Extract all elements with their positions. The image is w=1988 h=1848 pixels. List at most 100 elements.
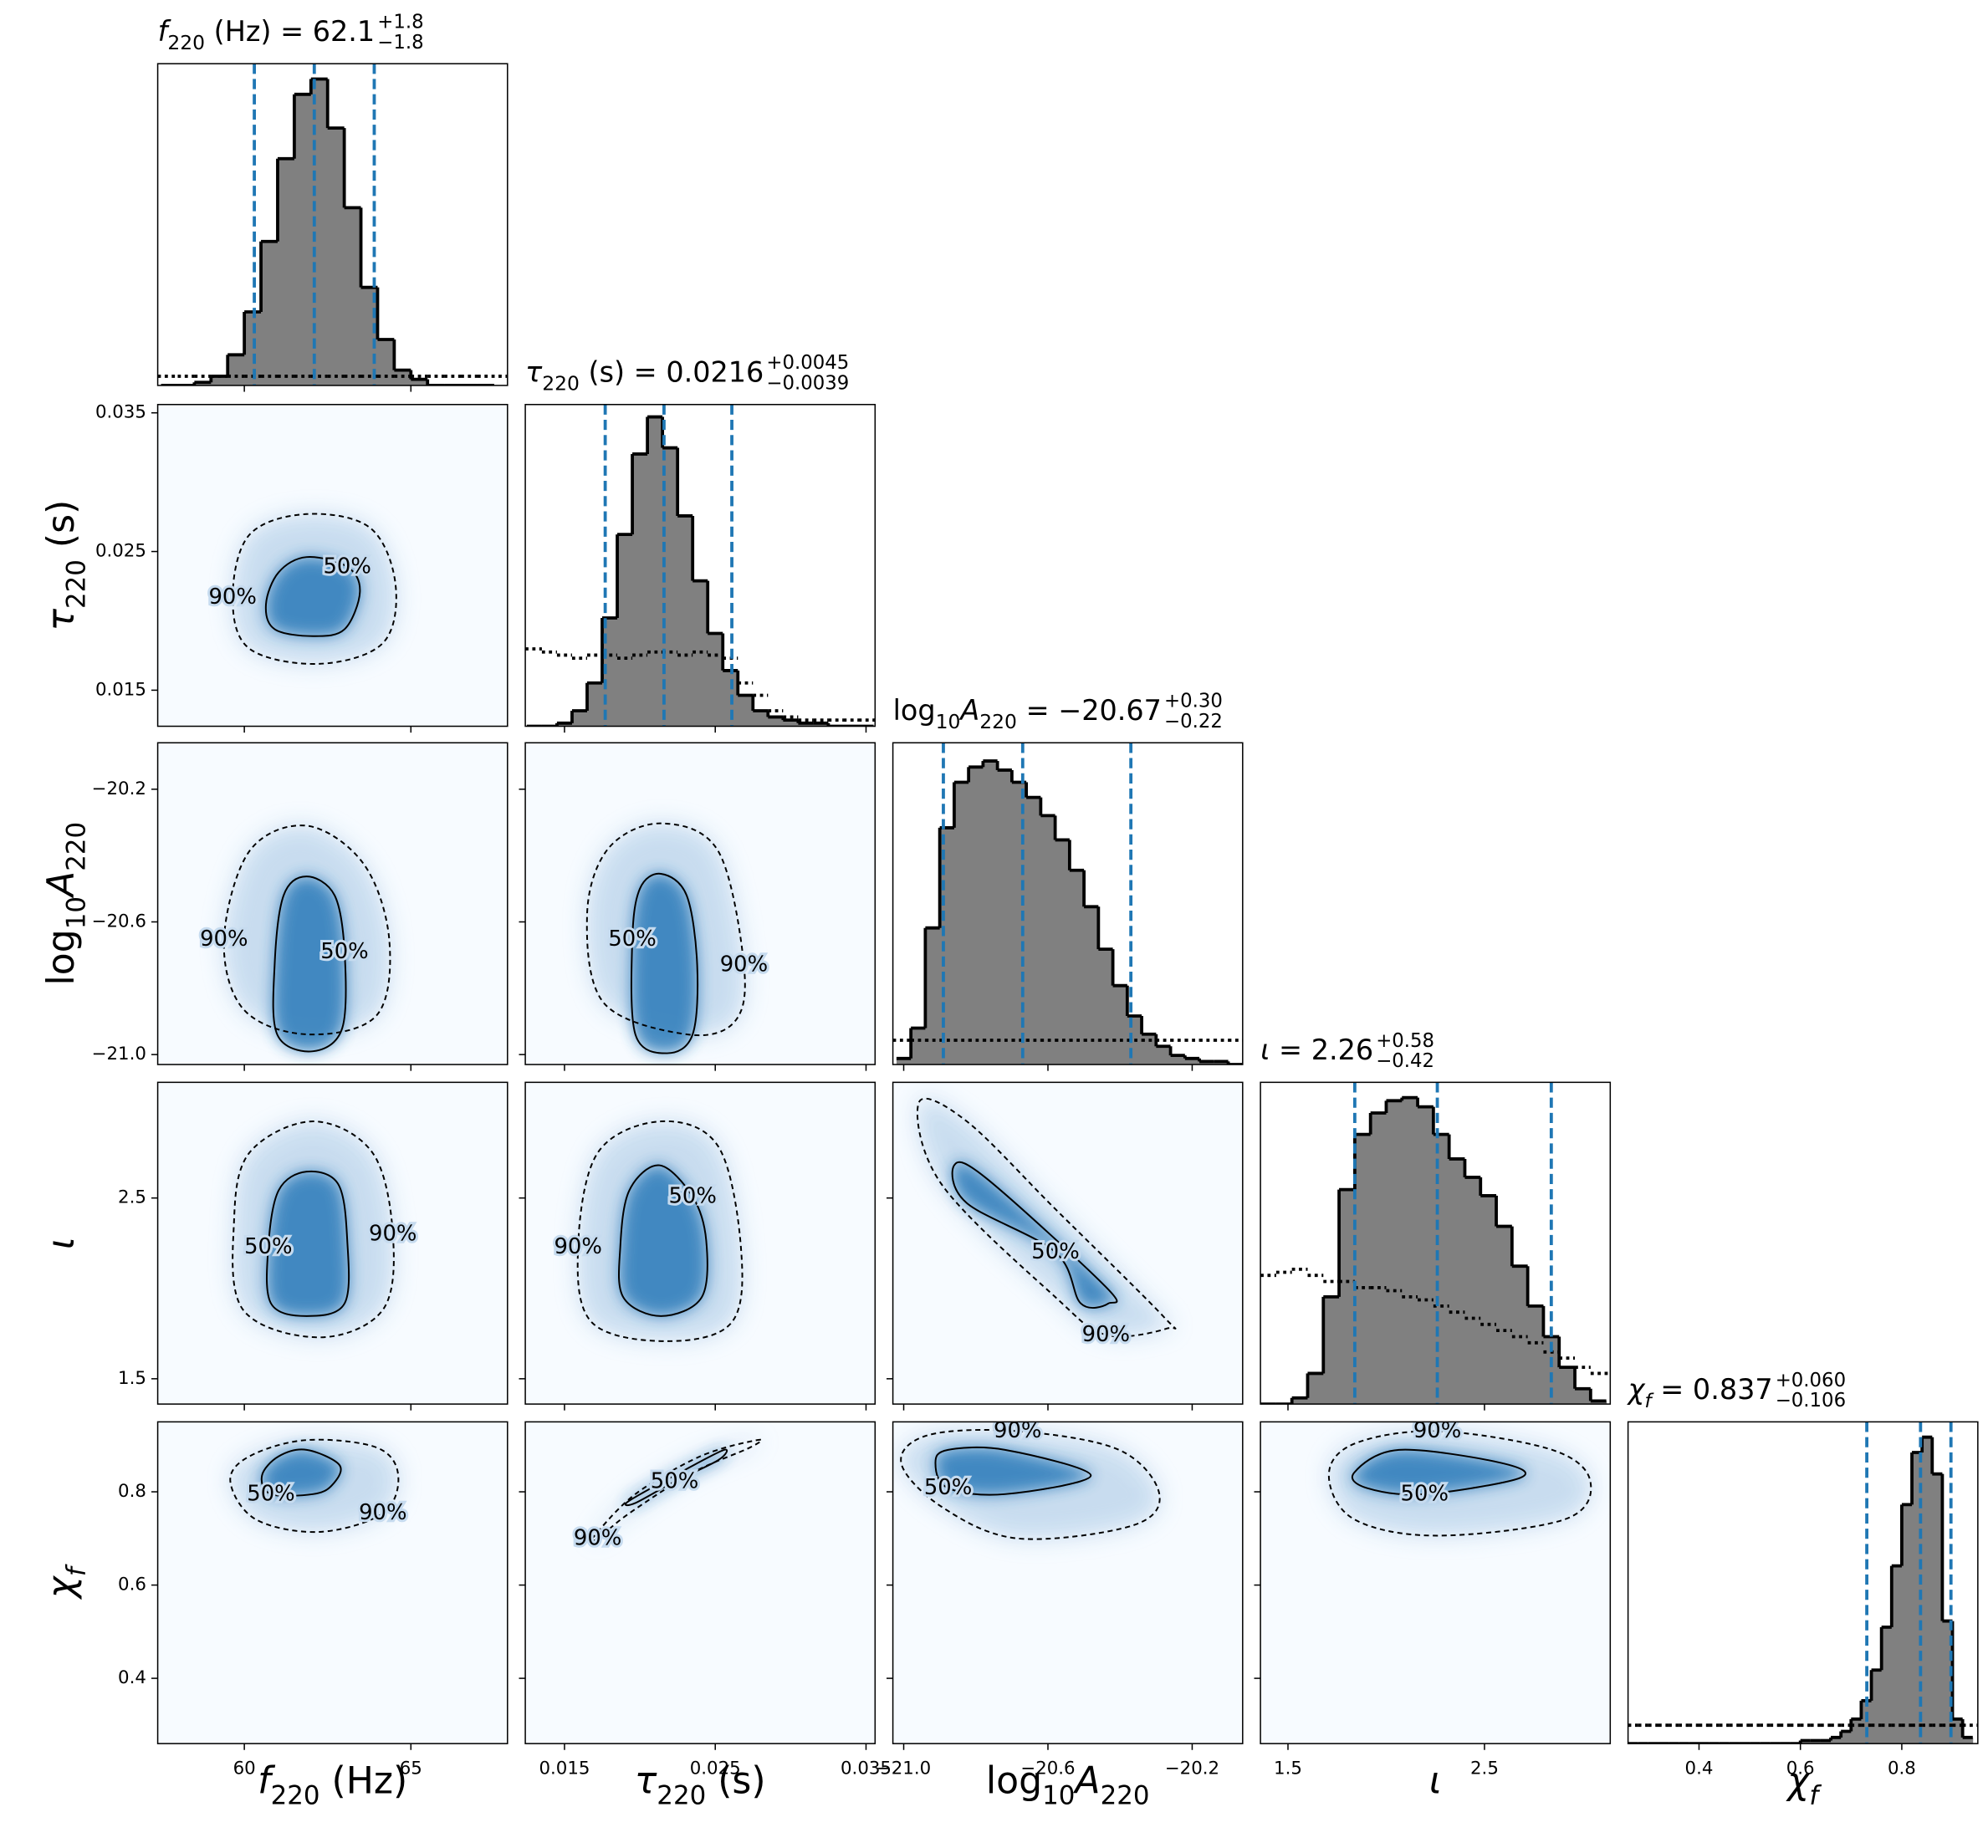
hist-bar (1084, 906, 1099, 1065)
hist-bar (586, 682, 603, 727)
contour (934, 1446, 1092, 1496)
label-part: 220 (979, 710, 1017, 733)
contour (1351, 1448, 1526, 1496)
title-upper-error: +0.30 (1164, 691, 1223, 712)
x-tick-label: 2.5 (1470, 1759, 1499, 1779)
histogram-panel (525, 404, 876, 727)
panel-frame (1260, 1421, 1612, 1744)
panel-frame (524, 1081, 876, 1405)
density-panel: 90% 50% (525, 743, 876, 1065)
contour (951, 1161, 1118, 1309)
hist-bar (662, 447, 678, 727)
x-tick-label: −21.0 (876, 1759, 931, 1779)
hist-bar (1354, 1134, 1372, 1405)
contour (272, 876, 347, 1053)
panel-frame (524, 742, 876, 1065)
hist-bar (1156, 1046, 1172, 1065)
contour-label: 90% (1413, 1418, 1461, 1443)
title-upper-error: +1.8 (377, 12, 423, 33)
density-fill (1352, 1449, 1526, 1495)
x-axis-label: τ220 (s) (635, 1759, 766, 1810)
label-part: χ (1627, 1373, 1646, 1406)
title-upper-error: +0.060 (1776, 1370, 1846, 1391)
x-tick-label: 0.6 (1786, 1759, 1815, 1779)
label-part: 220 (657, 1781, 706, 1811)
hist-bar (1040, 815, 1056, 1065)
y-axis-label: τ220 (s) (40, 500, 91, 631)
density-panel: 90% 50% (157, 1082, 508, 1405)
hist-bar (1575, 1388, 1592, 1405)
contour-label: 50% (651, 1468, 698, 1493)
hist-bar (1527, 1305, 1544, 1405)
hist-bar (411, 379, 428, 385)
hist-bar (1142, 1034, 1157, 1065)
hist-bar (1962, 1737, 1974, 1744)
hist-bar (1932, 1473, 1943, 1744)
histogram-panel (157, 64, 508, 385)
density-panel: 90% 50% (892, 1082, 1243, 1405)
x-axis-label: χf (1786, 1759, 1822, 1810)
label-part: 220 (167, 31, 205, 54)
y-tick-label: −20.6 (92, 911, 146, 932)
hist-bar (647, 416, 663, 727)
contour-label: 90% (574, 1525, 621, 1550)
hist-bar (1307, 1373, 1324, 1405)
contour (266, 1170, 350, 1317)
title-lower-error: −0.106 (1776, 1390, 1846, 1412)
x-tick-label: 60 (233, 1759, 256, 1779)
title-upper-error: +0.58 (1376, 1030, 1434, 1052)
label-part: log (986, 1759, 1042, 1802)
panel-frame (892, 1421, 1244, 1744)
contour (900, 1428, 1161, 1540)
contour (229, 1438, 400, 1534)
hist-bar (1881, 1626, 1893, 1744)
contour (630, 872, 699, 1054)
hist-bar (997, 769, 1013, 1065)
panel-frame (1260, 1081, 1612, 1405)
panel-title: ι = 2.26 (1260, 1034, 1373, 1066)
label-part: (Hz) = 62.1 (205, 15, 375, 48)
contour (222, 824, 391, 1036)
x-tick-label: −20.2 (1165, 1759, 1219, 1779)
panel-title: log10A220 = −20.67 (893, 694, 1162, 733)
x-tick-label: 0.035 (841, 1759, 892, 1779)
y-axis-label: χf (40, 1564, 91, 1600)
label-part: 220 (271, 1781, 320, 1811)
hist-bar (1891, 1565, 1903, 1744)
hist-bar (327, 128, 345, 385)
density-fill (591, 1439, 762, 1542)
hist-bar (344, 207, 361, 385)
x-axis-label: ι (1429, 1759, 1442, 1802)
hist-bar (571, 711, 588, 727)
x-tick-label: 65 (400, 1759, 422, 1779)
panel-frame (156, 1421, 508, 1744)
y-tick-label: 0.4 (118, 1667, 146, 1688)
density-panel: 90% 50% (525, 1082, 876, 1405)
contour (617, 1164, 708, 1317)
contour-label: 90% (720, 952, 768, 978)
label-part: log (40, 929, 83, 985)
label-part: A (1072, 1759, 1100, 1802)
label-part: ι (1429, 1759, 1442, 1802)
hist-bar (377, 339, 395, 385)
hist-bar (1559, 1367, 1576, 1405)
contour (1327, 1430, 1592, 1537)
x-tick-label: 0.8 (1888, 1759, 1916, 1779)
label-part: τ (525, 355, 543, 388)
hist-bar (1543, 1336, 1560, 1405)
density-fill (917, 1098, 1176, 1337)
contour (916, 1097, 1177, 1338)
hist-bar (1861, 1700, 1873, 1744)
hist-bar (753, 711, 769, 727)
label-part: 220 (61, 559, 91, 609)
panel-title: χf = 0.837 (1627, 1373, 1773, 1412)
panel-title: τ220 (s) = 0.0216 (525, 355, 764, 395)
hist-bar (896, 1058, 912, 1065)
y-tick-label: 2.5 (118, 1187, 146, 1208)
x-tick-label: 1.5 (1274, 1759, 1302, 1779)
label-part: f (1809, 1781, 1822, 1811)
x-tick-label: 0.015 (539, 1759, 590, 1779)
density-fill (631, 873, 698, 1054)
contour-label: 50% (608, 927, 656, 952)
hist-bar (968, 767, 984, 1065)
